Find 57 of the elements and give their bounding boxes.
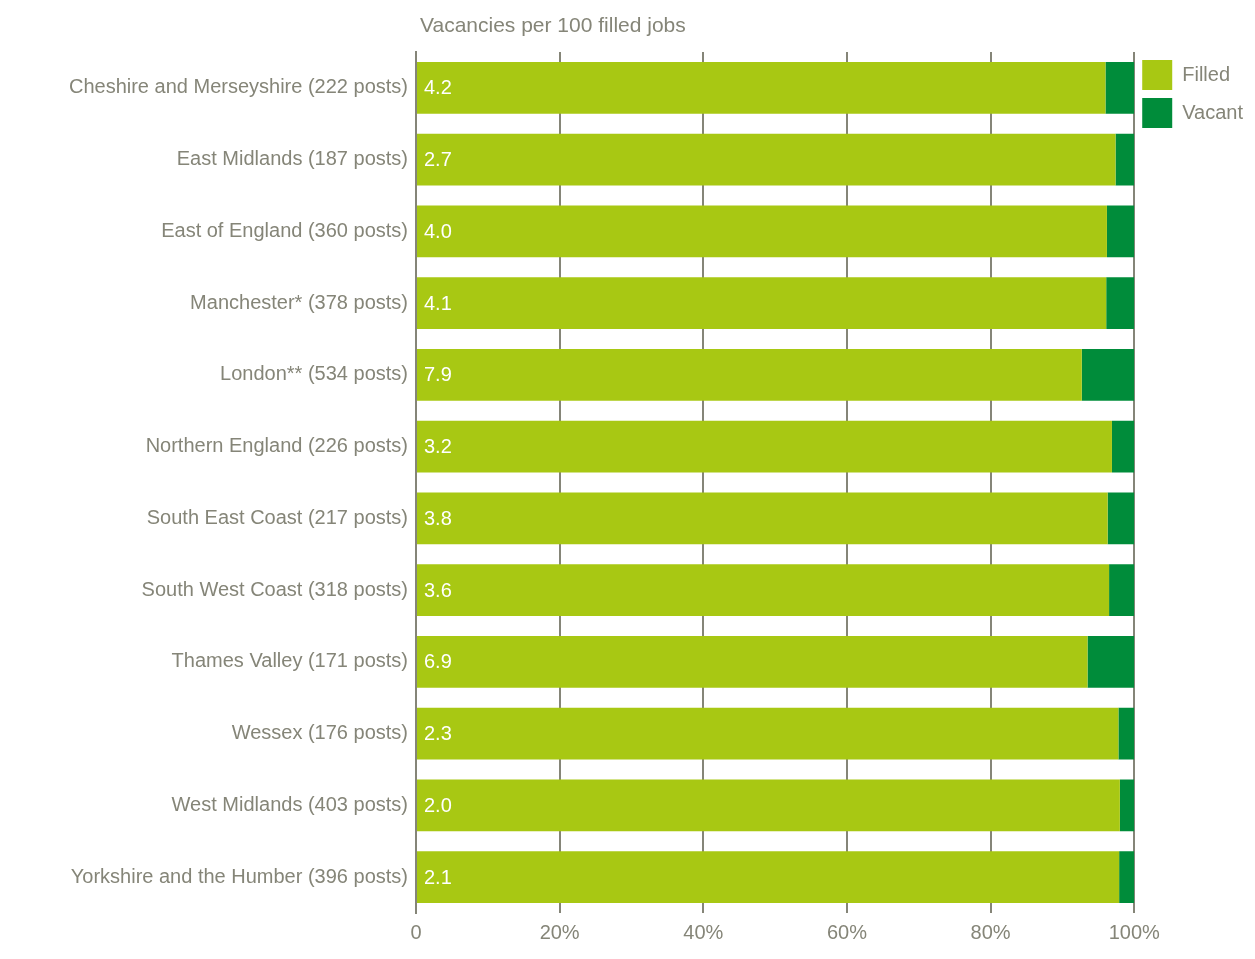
- y-tick-label: South East Coast (217 posts): [146, 505, 408, 528]
- annotation: 4.1: [424, 291, 452, 314]
- x-tick-label: 80%: [970, 920, 1011, 943]
- annotation: 3.2: [424, 435, 452, 458]
- annotation: 3.6: [424, 578, 452, 601]
- bar: [1105, 62, 1135, 114]
- y-tick-label: West Midlands (403 posts): [171, 792, 408, 815]
- annotation: 2.1: [424, 865, 452, 888]
- y-tick-label: Manchester* (378 posts): [190, 290, 408, 313]
- bar: [1087, 636, 1135, 688]
- bar: [417, 277, 1107, 329]
- annotation: 2.7: [424, 148, 452, 171]
- y-tick-label: Wessex (176 posts): [231, 721, 408, 744]
- x-tick-label: 0: [410, 920, 422, 943]
- bar: [417, 492, 1108, 545]
- bar: [417, 349, 1082, 401]
- bar: [1081, 349, 1135, 401]
- y-tick-label: Northern England (226 posts): [145, 434, 408, 457]
- bar: [1115, 133, 1135, 186]
- x-tick-label: 20%: [539, 920, 580, 943]
- y-tick-label: South West Coast (318 posts): [141, 577, 408, 600]
- chart-title: Vacancies per 100 filled jobs: [420, 12, 686, 36]
- y-tick-label: Thames Valley (171 posts): [171, 649, 408, 672]
- annotation: 4.0: [424, 219, 452, 242]
- bar: [417, 779, 1120, 832]
- bar: [417, 636, 1088, 688]
- bar: [1107, 492, 1135, 545]
- bar: [417, 420, 1112, 473]
- y-tick-label: Yorkshire and the Humber (396 posts): [70, 864, 408, 887]
- bar: [417, 62, 1106, 114]
- x-tick-label: 100%: [1108, 920, 1161, 943]
- y-tick-label: East of England (360 posts): [161, 218, 408, 241]
- bar: [1119, 851, 1135, 903]
- bar: [1106, 277, 1135, 329]
- annotation: 2.0: [424, 793, 452, 816]
- bar: [417, 564, 1110, 616]
- legend-label: Vacant: [1182, 100, 1244, 123]
- annotation: 6.9: [424, 650, 452, 673]
- annotation: 3.8: [424, 506, 452, 529]
- y-tick-label: Cheshire and Merseyshire (222 posts): [68, 75, 408, 98]
- y-tick-label: East Midlands (187 posts): [176, 147, 408, 170]
- bar: [1106, 205, 1135, 258]
- bar: [1111, 420, 1135, 473]
- annotation: 2.3: [424, 722, 452, 745]
- x-tick-label: 40%: [683, 920, 724, 943]
- y-tick-label: London** (534 posts): [220, 362, 408, 385]
- bar: [417, 133, 1116, 186]
- bar: [1119, 779, 1135, 832]
- bar: [417, 707, 1119, 760]
- bar: [417, 205, 1107, 258]
- bar: [1109, 564, 1135, 616]
- annotation: 4.2: [424, 76, 452, 99]
- bar: [1118, 707, 1135, 760]
- annotation: 7.9: [424, 363, 452, 386]
- legend-label: Filled: [1182, 62, 1231, 85]
- bar: [417, 851, 1120, 903]
- x-tick-label: 60%: [826, 920, 868, 943]
